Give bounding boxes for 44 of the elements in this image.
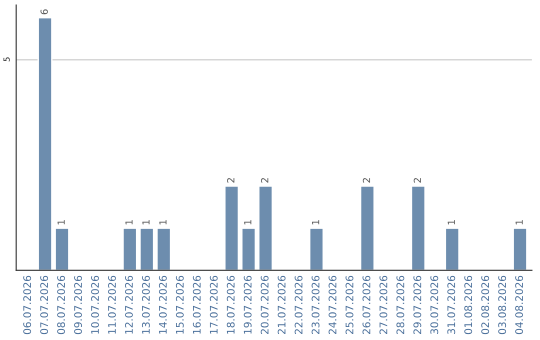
x-tick-label: 20.07.2026 — [260, 276, 269, 334]
data-label: 1 — [159, 220, 166, 224]
data-label: 1 — [448, 220, 455, 224]
x-tick-label: 15.07.2026 — [176, 276, 184, 334]
x-tick-label: 30.07.2026 — [430, 276, 438, 334]
x-tick-label: 29.07.2026 — [413, 276, 422, 334]
y-tick-label: 5 — [4, 57, 10, 62]
data-label: 2 — [227, 178, 234, 183]
data-label: 1 — [58, 220, 65, 224]
x-tick-label: 23.07.2026 — [312, 276, 320, 334]
x-tick-label: 04.08.2026 — [515, 276, 524, 334]
x-tick-label: 27.07.2026 — [379, 276, 388, 334]
x-tick-label: 19.07.2026 — [244, 276, 252, 334]
x-tick-label: 21.07.2026 — [278, 276, 286, 334]
data-label: 2 — [414, 178, 421, 183]
x-tick-label: 14.07.2026 — [158, 276, 167, 334]
data-label: 1 — [516, 220, 523, 224]
x-tick-label: 10.07.2026 — [91, 276, 99, 334]
data-label: 2 — [362, 178, 370, 183]
x-tick-label: 12.07.2026 — [125, 276, 133, 334]
x-tick-label: 26.07.2026 — [362, 276, 370, 334]
data-label: 1 — [142, 220, 150, 224]
x-tick-label: 16.07.2026 — [192, 276, 201, 334]
x-tick-label: 07.07.2026 — [40, 276, 48, 334]
data-label: 2 — [261, 178, 268, 183]
x-tick-label: 06.07.2026 — [23, 276, 32, 334]
data-label: 1 — [244, 220, 252, 224]
x-tick-label: 01.08.2026 — [464, 276, 472, 334]
x-tick-label: 22.07.2026 — [294, 276, 303, 334]
x-tick-label: 18.07.2026 — [226, 276, 235, 334]
data-label: 6 — [40, 9, 48, 14]
x-tick-label: 09.07.2026 — [74, 276, 82, 334]
x-tick-label: 31.07.2026 — [447, 276, 456, 334]
x-tick-label: 24.07.2026 — [328, 276, 336, 334]
x-tick-label: 02.08.2026 — [481, 276, 490, 334]
x-tick-label: 11.07.2026 — [108, 276, 116, 334]
x-tick-label: 13.07.2026 — [142, 276, 150, 334]
x-tick-label: 08.07.2026 — [57, 276, 66, 334]
x-tick-label: 28.07.2026 — [396, 276, 404, 334]
data-label: 1 — [125, 220, 133, 224]
x-tick-label: 17.07.2026 — [210, 276, 218, 334]
data-label: 1 — [312, 220, 320, 224]
x-tick-label: 03.08.2026 — [498, 276, 506, 334]
x-tick-label: 25.07.2026 — [346, 276, 354, 334]
